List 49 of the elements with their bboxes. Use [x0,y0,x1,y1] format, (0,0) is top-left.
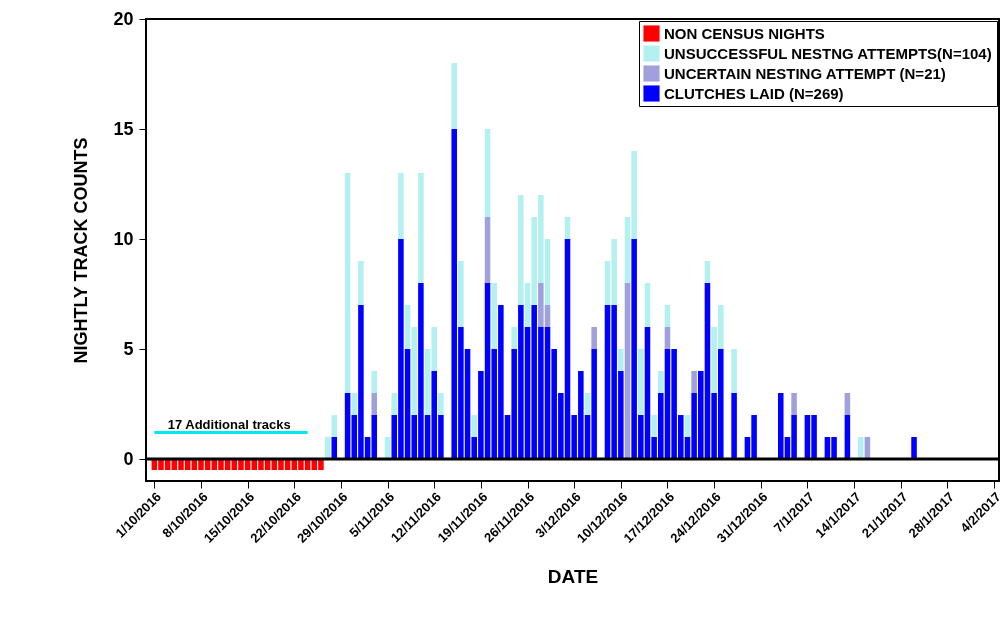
bar [438,393,444,415]
bar [664,305,671,327]
bar [331,415,338,437]
bar [451,63,457,129]
bar [731,349,737,393]
legend-label: NON CENSUS NIGHTS [664,24,825,42]
bar [331,437,338,459]
y-tick-label: 15 [113,118,134,139]
bar [398,173,404,239]
annotation: 17 Additional tracks [167,416,291,432]
bar [791,393,797,415]
y-axis-title: NIGHTLY TRACK COUNTS [71,137,92,364]
bar [344,173,351,393]
bar [691,371,697,393]
bar [484,129,491,217]
y-tick-label: 0 [123,448,134,469]
bar [591,327,597,349]
bar [491,283,497,349]
bar [704,261,711,283]
legend-label: UNCERTAIN NESTING ATTEMPT (N=21) [664,64,946,82]
y-tick-label: 10 [113,228,134,249]
bar [844,393,851,415]
bar [684,415,691,437]
y-tick-label: 20 [113,8,134,29]
legend-label: UNSUCCESSFUL NESTNG ATTEMPTS(N=104) [664,44,992,62]
bar [584,393,591,415]
bar [644,283,651,327]
bar [418,173,424,283]
bar [624,283,631,459]
y-tick-label: 5 [123,338,134,359]
bar [564,217,571,239]
bar [511,327,517,349]
bar [391,393,398,415]
bar [651,415,657,437]
bar [471,415,477,437]
bar [911,437,917,459]
x-axis-title: DATE [547,565,599,587]
bar [731,393,737,459]
bar [358,261,364,305]
bar [658,371,664,393]
bar [484,217,491,283]
bar [618,349,624,371]
bar [638,349,644,415]
bar [458,261,464,327]
legend-label: CLUTCHES LAID (N=269) [664,84,844,102]
bar [351,393,358,415]
bar [664,327,671,349]
bar [371,393,378,415]
bar [371,371,378,393]
